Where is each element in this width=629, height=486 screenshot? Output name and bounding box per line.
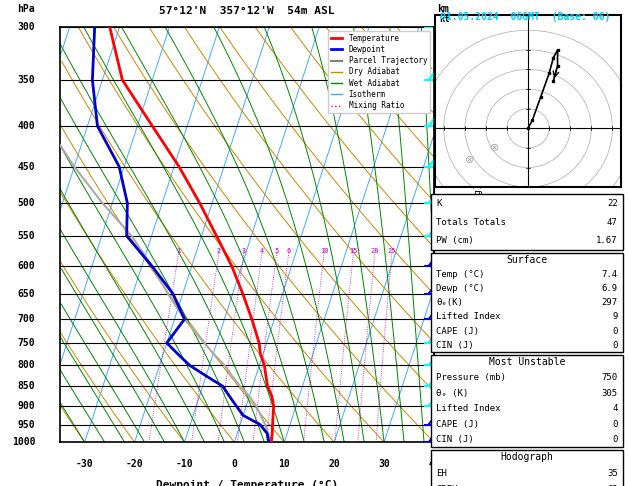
- Text: 1.67: 1.67: [596, 237, 618, 245]
- Text: 3: 3: [242, 248, 246, 254]
- Text: 7.4: 7.4: [601, 270, 618, 278]
- Text: 6: 6: [436, 167, 442, 177]
- Text: Totals Totals: Totals Totals: [436, 218, 506, 227]
- Text: 650: 650: [18, 289, 35, 298]
- Text: 10: 10: [279, 459, 290, 469]
- Text: 10: 10: [320, 248, 328, 254]
- Text: 7: 7: [436, 112, 442, 122]
- Text: 01.05.2024  06GMT  (Base: 06): 01.05.2024 06GMT (Base: 06): [440, 12, 610, 22]
- Text: 550: 550: [18, 231, 35, 241]
- Text: 0: 0: [612, 419, 618, 429]
- Text: PW (cm): PW (cm): [436, 237, 474, 245]
- Text: 2: 2: [436, 358, 442, 368]
- Legend: Temperature, Dewpoint, Parcel Trajectory, Dry Adiabat, Wet Adiabat, Isotherm, Mi: Temperature, Dewpoint, Parcel Trajectory…: [328, 31, 430, 113]
- Text: 297: 297: [601, 298, 618, 307]
- Text: 22: 22: [607, 199, 618, 208]
- Text: 1: 1: [176, 248, 181, 254]
- Text: -20: -20: [126, 459, 143, 469]
- Text: kt: kt: [440, 16, 450, 24]
- Text: 0: 0: [612, 327, 618, 335]
- Text: 0: 0: [231, 459, 237, 469]
- Text: 40: 40: [428, 459, 440, 469]
- Text: 35: 35: [607, 469, 618, 478]
- Text: 9: 9: [612, 312, 618, 321]
- Text: 4: 4: [436, 268, 442, 278]
- Text: LCL: LCL: [436, 434, 454, 445]
- Text: 2: 2: [216, 248, 221, 254]
- Text: Hodograph: Hodograph: [500, 452, 554, 463]
- Text: θₑ(K): θₑ(K): [436, 298, 463, 307]
- Text: 47: 47: [607, 218, 618, 227]
- Text: 20: 20: [328, 459, 340, 469]
- Text: -30: -30: [76, 459, 94, 469]
- Text: 1: 1: [436, 400, 442, 410]
- Text: CAPE (J): CAPE (J): [436, 419, 479, 429]
- Text: 400: 400: [18, 121, 35, 131]
- Text: K: K: [436, 199, 442, 208]
- Text: 4: 4: [260, 248, 264, 254]
- Text: 350: 350: [18, 75, 35, 85]
- Text: CIN (J): CIN (J): [436, 341, 474, 350]
- Text: 62: 62: [607, 485, 618, 486]
- Text: Dewpoint / Temperature (°C): Dewpoint / Temperature (°C): [156, 480, 338, 486]
- Text: 450: 450: [18, 162, 35, 172]
- Text: Most Unstable: Most Unstable: [489, 358, 565, 367]
- Text: CAPE (J): CAPE (J): [436, 327, 479, 335]
- Text: Pressure (mb): Pressure (mb): [436, 373, 506, 382]
- Text: 850: 850: [18, 381, 35, 391]
- Text: ASL: ASL: [435, 33, 452, 43]
- Text: 750: 750: [18, 338, 35, 348]
- Text: 600: 600: [18, 261, 35, 271]
- Text: 6: 6: [287, 248, 291, 254]
- Text: 700: 700: [18, 314, 35, 324]
- Text: Dewp (°C): Dewp (°C): [436, 284, 484, 293]
- Text: 20: 20: [370, 248, 379, 254]
- Text: SREH: SREH: [436, 485, 457, 486]
- Text: 15: 15: [349, 248, 357, 254]
- Text: Mixing Ratio (g/kg): Mixing Ratio (g/kg): [474, 183, 484, 286]
- Text: hPa: hPa: [17, 4, 35, 14]
- Text: 305: 305: [601, 389, 618, 398]
- Text: Temp (°C): Temp (°C): [436, 270, 484, 278]
- Text: $\otimes$: $\otimes$: [489, 142, 499, 154]
- Text: Lifted Index: Lifted Index: [436, 404, 501, 413]
- Text: 800: 800: [18, 360, 35, 370]
- Text: θₑ (K): θₑ (K): [436, 389, 468, 398]
- Text: 25: 25: [387, 248, 396, 254]
- Text: 5: 5: [436, 219, 442, 229]
- Text: 0: 0: [612, 341, 618, 350]
- Text: km: km: [438, 4, 449, 14]
- Text: 900: 900: [18, 401, 35, 411]
- Text: 0: 0: [612, 435, 618, 444]
- Text: 750: 750: [601, 373, 618, 382]
- Text: 300: 300: [18, 22, 35, 32]
- Text: CIN (J): CIN (J): [436, 435, 474, 444]
- Text: 30: 30: [378, 459, 390, 469]
- Text: -10: -10: [175, 459, 193, 469]
- Text: 500: 500: [18, 198, 35, 208]
- Text: 950: 950: [18, 419, 35, 430]
- Text: $\otimes$: $\otimes$: [464, 154, 474, 165]
- Text: EH: EH: [436, 469, 447, 478]
- Text: 57°12'N  357°12'W  54m ASL: 57°12'N 357°12'W 54m ASL: [159, 6, 335, 17]
- Text: Lifted Index: Lifted Index: [436, 312, 501, 321]
- Text: 8: 8: [436, 53, 442, 64]
- Text: 1000: 1000: [12, 437, 35, 447]
- Text: 6.9: 6.9: [601, 284, 618, 293]
- Text: 3: 3: [436, 314, 442, 324]
- Text: 4: 4: [612, 404, 618, 413]
- Text: 5: 5: [274, 248, 279, 254]
- Text: © weatheronline.co.uk: © weatheronline.co.uk: [473, 472, 577, 481]
- Text: Surface: Surface: [506, 255, 547, 265]
